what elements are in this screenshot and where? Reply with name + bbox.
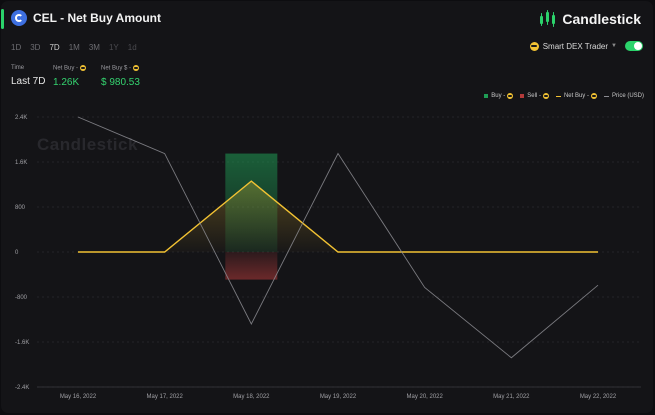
- stat-net-buy-value: 1.26K: [53, 76, 80, 88]
- range-tab-1d[interactable]: 1D: [11, 43, 22, 52]
- x-tick-label: May 18, 2022: [233, 394, 270, 400]
- legend-swatch: [520, 94, 525, 98]
- trader-toggle[interactable]: [625, 41, 643, 51]
- legend-label: Price (USD): [611, 93, 644, 99]
- range-tab-3m[interactable]: 3M: [88, 43, 100, 52]
- net-buy-area: [78, 181, 598, 252]
- brand-name: Candlestick: [562, 11, 641, 27]
- sunglasses-emoji-icon: [542, 93, 549, 99]
- caret-down-icon[interactable]: ▼: [611, 43, 617, 49]
- x-tick-label: May 21, 2022: [493, 394, 530, 400]
- legend-swatch: [555, 95, 561, 97]
- legend-item-2[interactable]: Sell -: [520, 93, 549, 99]
- trader-selector[interactable]: Smart DEX Trader ▼: [529, 41, 643, 51]
- y-tick-label: 800: [15, 205, 26, 211]
- sunglasses-emoji-icon: [590, 93, 597, 99]
- range-tab-1d[interactable]: 1d: [127, 43, 137, 52]
- y-tick-label: 0: [15, 250, 19, 256]
- range-tab-1y[interactable]: 1Y: [108, 43, 119, 52]
- sunglasses-emoji-icon: [507, 93, 514, 99]
- stat-time-value: Last 7D: [11, 76, 46, 87]
- legend-label: Buy -: [491, 93, 506, 99]
- page-title: CEL - Net Buy Amount: [33, 11, 161, 25]
- stat-time-label: Time: [11, 65, 25, 71]
- legend-item-1[interactable]: Buy -: [484, 93, 514, 99]
- range-tabs: 1D 3D 7D 1M 3M 1Y 1d: [11, 43, 146, 52]
- range-tab-3d[interactable]: 3D: [30, 43, 41, 52]
- sell-bar: [225, 252, 278, 280]
- range-tab-7d[interactable]: 7D: [49, 43, 60, 52]
- legend-swatch: [603, 95, 609, 97]
- stat-net-buy-usd: Net Buy $ - $ 980.53: [101, 65, 140, 88]
- header: CEL - Net Buy Amount Candlestick: [11, 9, 643, 31]
- legend-swatch: [484, 94, 489, 98]
- legend-item-3[interactable]: Net Buy -: [555, 93, 597, 99]
- brand-logo[interactable]: Candlestick: [539, 9, 641, 29]
- y-tick-label: 1.6K: [15, 160, 27, 166]
- y-tick-label: -800: [15, 295, 28, 301]
- candlestick-logo-icon: [539, 10, 557, 28]
- cel-coin-icon: [11, 10, 27, 26]
- stat-net-buy-usd-label: Net Buy $ -: [101, 65, 140, 72]
- x-tick-label: May 20, 2022: [406, 394, 443, 400]
- sunglasses-emoji-icon: [529, 41, 539, 51]
- range-tab-1m[interactable]: 1M: [68, 43, 80, 52]
- price-line: [77, 116, 599, 359]
- legend-label: Net Buy -: [563, 93, 589, 99]
- accent-bar: [1, 9, 4, 29]
- legend-label: Sell -: [527, 93, 541, 99]
- stat-time: Time Last 7D: [11, 65, 45, 87]
- sunglasses-emoji-icon: [132, 65, 139, 71]
- x-tick-label: May 17, 2022: [146, 394, 183, 400]
- legend-item-4[interactable]: Price (USD): [603, 93, 644, 99]
- stat-net-buy-label: Net Buy -: [53, 65, 86, 72]
- chart-legend: Buy - Sell - Net Buy - Price (USD): [477, 93, 644, 99]
- net-buy-line: [78, 180, 598, 253]
- x-tick-label: May 19, 2022: [320, 394, 357, 400]
- sunglasses-emoji-icon: [79, 65, 86, 71]
- trader-label: Smart DEX Trader: [542, 41, 609, 51]
- x-tick-label: May 22, 2022: [580, 394, 617, 400]
- y-tick-label: -1.6K: [15, 340, 29, 346]
- y-tick-label: -2.4K: [15, 385, 29, 391]
- stat-net-buy: Net Buy - 1.26K: [53, 65, 86, 88]
- watermark: Candlestick: [37, 135, 138, 154]
- y-tick-label: 2.4K: [15, 115, 27, 121]
- stat-net-buy-usd-value: $ 980.53: [101, 76, 140, 88]
- x-tick-label: May 16, 2022: [60, 394, 97, 400]
